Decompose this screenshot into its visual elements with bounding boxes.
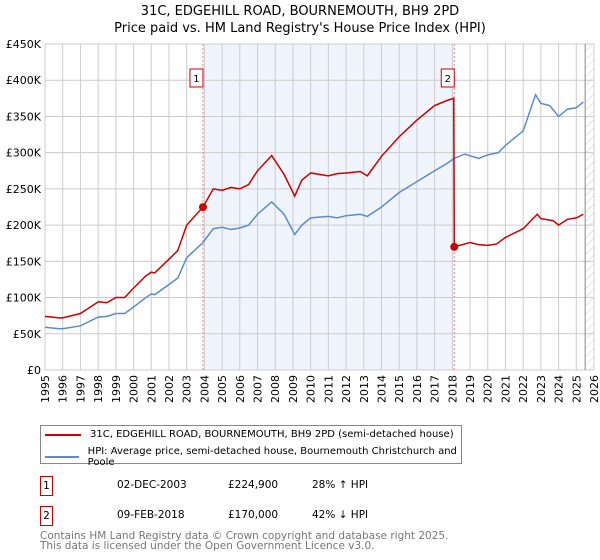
series-line-hpi bbox=[44, 92, 584, 330]
x-tick-label: 1996 bbox=[57, 375, 70, 403]
x-tick-label: 1998 bbox=[92, 375, 105, 403]
sale-annotation-label: 1 bbox=[193, 74, 199, 85]
y-tick-label: £400K bbox=[6, 74, 42, 87]
x-tick-label: 2023 bbox=[535, 375, 548, 403]
x-tick-label: 2009 bbox=[287, 375, 300, 403]
sale-date: 09-FEB-2018 bbox=[117, 509, 185, 521]
sale-price: £224,900 bbox=[228, 479, 279, 491]
y-tick-label: £300K bbox=[6, 147, 42, 160]
x-tick-label: 2011 bbox=[322, 375, 335, 403]
sale-row-2: 2 09-FEB-2018 £170,000 42% ↓ HPI bbox=[40, 506, 600, 526]
x-tick-label: 2019 bbox=[464, 375, 477, 403]
x-tick-label: 2016 bbox=[411, 375, 424, 403]
sale-point bbox=[450, 242, 459, 251]
y-tick-label: £250K bbox=[6, 183, 42, 196]
chart-subtitle: Price paid vs. HM Land Registry's House … bbox=[114, 21, 486, 36]
footer-line: This data is licensed under the Open Gov… bbox=[40, 540, 375, 552]
sale-date: 02-DEC-2003 bbox=[117, 479, 187, 491]
sale-price: £170,000 bbox=[228, 509, 279, 521]
x-tick-label: 2020 bbox=[482, 375, 495, 403]
x-tick-label: 1999 bbox=[110, 375, 123, 403]
y-tick-label: £350K bbox=[6, 110, 42, 123]
x-tick-label: 2014 bbox=[375, 375, 388, 403]
x-tick-label: 2002 bbox=[163, 375, 176, 403]
x-tick-label: 2021 bbox=[499, 375, 512, 403]
sale-hpi: 42% ↓ HPI bbox=[312, 509, 369, 521]
legend-item-hpi: HPI: Average price, semi-detached house,… bbox=[45, 446, 461, 468]
sale-point bbox=[198, 203, 207, 212]
x-tick-label: 2001 bbox=[145, 375, 158, 403]
sale-annotation-box bbox=[189, 68, 204, 88]
x-tick-label: 2005 bbox=[216, 375, 229, 403]
y-tick-label: £150K bbox=[6, 255, 42, 268]
x-tick-label: 2008 bbox=[269, 375, 282, 403]
y-tick-label: £450K bbox=[6, 38, 42, 51]
footer-line: Contains HM Land Registry data © Crown c… bbox=[40, 530, 449, 542]
footer: Contains HM Land Registry data © Crown c… bbox=[40, 530, 449, 552]
x-tick-label: 2007 bbox=[252, 375, 265, 403]
sale-annotation-label: 2 bbox=[445, 74, 451, 85]
legend-item-property: 31C, EDGEHILL ROAD, BOURNEMOUTH, BH9 2PD… bbox=[45, 429, 454, 440]
sale-badge: 1 bbox=[40, 476, 53, 496]
x-tick-label: 2013 bbox=[358, 375, 371, 403]
y-tick-label: £0 bbox=[27, 364, 41, 377]
legend-swatch-blue bbox=[45, 456, 79, 458]
legend-swatch-red bbox=[45, 433, 81, 436]
sale-badge: 2 bbox=[40, 506, 53, 526]
x-tick-label: 2026 bbox=[588, 375, 600, 403]
x-tick-label: 2004 bbox=[198, 375, 211, 403]
forecast-hatch bbox=[585, 44, 594, 370]
x-tick-label: 2018 bbox=[446, 375, 459, 403]
legend: 31C, EDGEHILL ROAD, BOURNEMOUTH, BH9 2PD… bbox=[40, 425, 462, 468]
chart-title: 31C, EDGEHILL ROAD, BOURNEMOUTH, BH9 2PD bbox=[140, 4, 460, 19]
y-tick-label: £100K bbox=[6, 292, 42, 305]
sale-hpi: 28% ↑ HPI bbox=[312, 479, 369, 491]
x-tick-label: 2010 bbox=[305, 375, 318, 403]
x-tick-label: 2022 bbox=[517, 375, 530, 403]
x-tick-label: 2025 bbox=[570, 375, 583, 403]
x-tick-label: 2000 bbox=[128, 375, 141, 403]
sale-row-1: 1 02-DEC-2003 £224,900 28% ↑ HPI bbox=[40, 476, 600, 496]
legend-label: 31C, EDGEHILL ROAD, BOURNEMOUTH, BH9 2PD… bbox=[90, 429, 454, 440]
sale-annotation-box bbox=[440, 68, 455, 88]
x-tick-label: 2012 bbox=[340, 375, 353, 403]
series-line-property bbox=[44, 97, 584, 319]
x-tick-label: 2003 bbox=[181, 375, 194, 403]
x-tick-label: 1997 bbox=[74, 375, 87, 403]
x-tick-label: 2015 bbox=[393, 375, 406, 403]
y-tick-label: £50K bbox=[13, 328, 42, 341]
x-tick-label: 1995 bbox=[39, 375, 52, 403]
price-chart: 1995 1996 1997 1998 1999 2000 2001 2002 2003 2004… bbox=[6, 38, 600, 403]
x-tick-label: 2006 bbox=[234, 375, 247, 403]
x-tick-label: 2017 bbox=[429, 375, 442, 403]
legend-label: HPI: Average price, semi-detached house,… bbox=[87, 446, 457, 468]
x-tick-label: 2024 bbox=[553, 375, 566, 403]
y-tick-label: £200K bbox=[6, 219, 42, 232]
